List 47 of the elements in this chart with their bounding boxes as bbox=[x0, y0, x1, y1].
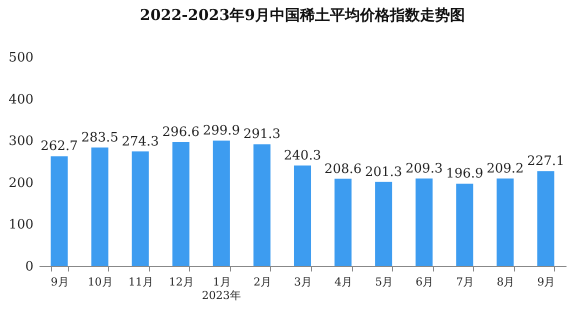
y-tick-label: 0 bbox=[25, 260, 34, 274]
bar bbox=[334, 178, 352, 266]
bar bbox=[172, 142, 190, 266]
x-tick-label: 3月 bbox=[294, 276, 312, 288]
y-tick-label: 100 bbox=[8, 218, 34, 233]
data-label: 209.2 bbox=[486, 162, 524, 177]
data-label: 227.1 bbox=[527, 154, 564, 170]
data-label: 291.3 bbox=[243, 127, 281, 142]
data-label: 274.3 bbox=[122, 134, 159, 150]
data-label: 196.9 bbox=[446, 166, 484, 182]
bar bbox=[91, 147, 108, 266]
data-label: 283.5 bbox=[81, 130, 118, 146]
x-tick-label: 9月 bbox=[537, 276, 556, 288]
data-label: 240.3 bbox=[284, 148, 322, 164]
data-label: 209.3 bbox=[406, 162, 443, 177]
x-tick-label: 1月 bbox=[212, 276, 231, 288]
data-label: 296.6 bbox=[162, 125, 200, 140]
bar bbox=[253, 144, 270, 266]
x-tick-label: 6月 bbox=[416, 276, 434, 288]
bar bbox=[416, 178, 433, 266]
text: 2023年 bbox=[202, 289, 241, 302]
y-tick-label: 200 bbox=[8, 176, 34, 191]
x-tick-label: 12月 bbox=[168, 276, 194, 288]
data-label: 299.9 bbox=[202, 124, 240, 139]
x-tick-label: 4月 bbox=[334, 276, 353, 288]
x-tick-label: 5月 bbox=[375, 276, 394, 288]
x-tick-label: 8月 bbox=[496, 276, 515, 288]
bar bbox=[456, 184, 474, 266]
x-tick-label: 7月 bbox=[456, 276, 474, 288]
bar bbox=[496, 178, 514, 266]
y-tick-label: 400 bbox=[8, 92, 34, 108]
x-tick-label: 2月 bbox=[253, 276, 272, 288]
bar bbox=[132, 151, 149, 266]
x-tick-label: 10月 bbox=[88, 276, 113, 288]
bar bbox=[537, 171, 554, 266]
y-tick-label: 300 bbox=[8, 134, 34, 150]
bar bbox=[294, 166, 312, 266]
data-label: 201.3 bbox=[364, 164, 402, 180]
bar bbox=[375, 182, 392, 266]
data-label: 262.7 bbox=[40, 139, 78, 154]
x-tick-label: 11月 bbox=[128, 276, 154, 288]
bar bbox=[50, 156, 68, 266]
chart-title: 2022-2023年9月中国稀土平均价格指数走势图 bbox=[140, 6, 466, 24]
bar bbox=[212, 140, 230, 266]
x-tick-label: 9月 bbox=[50, 276, 69, 288]
y-tick-label: 500 bbox=[8, 50, 34, 66]
data-label: 208.6 bbox=[324, 162, 362, 177]
